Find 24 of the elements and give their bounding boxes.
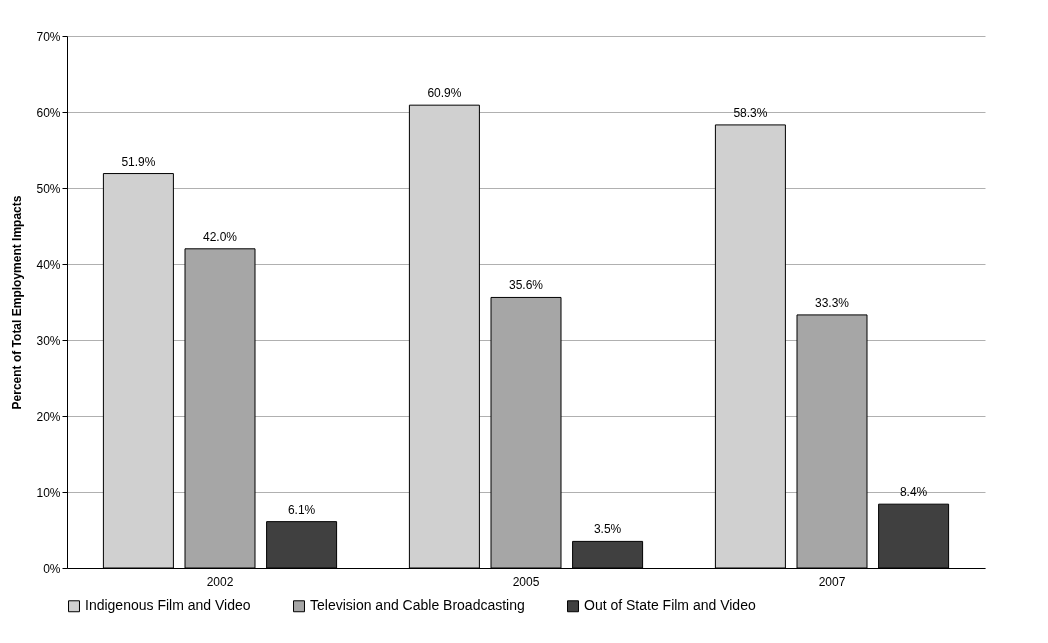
y-tick-label: 40% <box>36 257 61 272</box>
legend-label: Television and Cable Broadcasting <box>310 597 525 614</box>
y-tick-label: 30% <box>36 333 61 348</box>
data-label: 58.3% <box>733 105 768 120</box>
data-label: 3.5% <box>593 522 622 537</box>
data-label: 35.6% <box>508 278 544 293</box>
x-tick-label: 2007 <box>818 574 846 589</box>
y-tick-label: 60% <box>36 105 61 120</box>
data-label: 8.4% <box>899 485 928 500</box>
y-tick-label: 50% <box>36 181 61 196</box>
data-label: 51.9% <box>121 154 156 169</box>
x-tick-label: 2005 <box>512 574 540 589</box>
data-label: 6.1% <box>287 502 316 517</box>
data-label: 42.0% <box>202 229 238 244</box>
legend-label: Out of State Film and Video <box>584 597 756 614</box>
y-axis-title: Percent of Total Employment Impacts <box>10 195 25 410</box>
y-tick-label: 10% <box>36 485 61 500</box>
legend-label: Indigenous Film and Video <box>85 597 251 614</box>
data-label: 60.9% <box>427 86 462 101</box>
y-tick-label: 20% <box>36 409 61 424</box>
y-tick-label: 0% <box>43 561 61 576</box>
x-tick-label: 2002 <box>206 574 234 589</box>
data-label: 33.3% <box>814 295 850 310</box>
y-tick-label: 70% <box>36 29 61 44</box>
